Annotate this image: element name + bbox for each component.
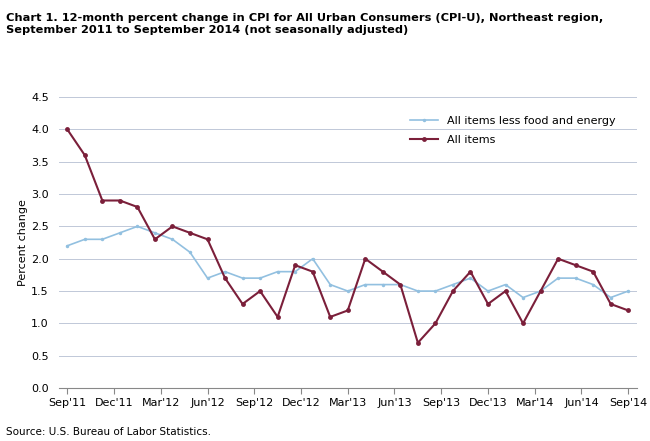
All items	[625, 308, 632, 313]
All items less food and energy	[414, 288, 422, 294]
All items	[186, 230, 194, 235]
All items	[274, 314, 281, 320]
All items	[221, 276, 229, 281]
All items less food and energy	[607, 295, 615, 300]
All items less food and energy	[467, 276, 474, 281]
All items	[133, 204, 141, 209]
All items less food and energy	[81, 237, 88, 242]
All items	[519, 321, 527, 326]
Line: All items less food and energy: All items less food and energy	[66, 224, 630, 299]
All items	[63, 127, 71, 132]
Legend: All items less food and energy, All items: All items less food and energy, All item…	[406, 111, 620, 149]
All items	[432, 321, 439, 326]
All items less food and energy	[221, 269, 229, 274]
All items less food and energy	[309, 256, 317, 262]
All items less food and energy	[344, 288, 352, 294]
All items	[467, 269, 474, 274]
All items less food and energy	[133, 224, 141, 229]
All items less food and energy	[554, 276, 562, 281]
All items less food and energy	[168, 237, 176, 242]
All items less food and energy	[379, 282, 387, 287]
All items less food and energy	[326, 282, 334, 287]
All items	[414, 340, 422, 345]
All items less food and energy	[186, 250, 194, 255]
All items less food and energy	[590, 282, 597, 287]
All items less food and energy	[519, 295, 527, 300]
All items less food and energy	[484, 288, 492, 294]
All items	[484, 301, 492, 306]
All items	[291, 262, 299, 268]
All items less food and energy	[572, 276, 580, 281]
All items	[502, 288, 510, 294]
All items	[449, 288, 457, 294]
All items less food and energy	[151, 230, 159, 235]
All items	[361, 256, 369, 262]
All items less food and energy	[625, 288, 632, 294]
All items	[239, 301, 246, 306]
All items	[151, 237, 159, 242]
All items less food and energy	[239, 276, 246, 281]
All items	[396, 282, 404, 287]
All items less food and energy	[98, 237, 106, 242]
All items	[203, 237, 211, 242]
All items	[256, 288, 264, 294]
Line: All items: All items	[65, 127, 630, 345]
All items	[98, 198, 106, 203]
All items less food and energy	[116, 230, 124, 235]
All items	[326, 314, 334, 320]
All items less food and energy	[432, 288, 439, 294]
All items	[116, 198, 124, 203]
All items less food and energy	[361, 282, 369, 287]
All items less food and energy	[502, 282, 510, 287]
All items	[81, 153, 88, 158]
All items	[379, 269, 387, 274]
Text: Chart 1. 12-month percent change in CPI for All Urban Consumers (CPI-U), Northea: Chart 1. 12-month percent change in CPI …	[6, 13, 604, 35]
All items	[309, 269, 317, 274]
All items	[590, 269, 597, 274]
All items	[168, 224, 176, 229]
All items less food and energy	[449, 282, 457, 287]
All items	[572, 262, 580, 268]
All items less food and energy	[396, 282, 404, 287]
All items	[607, 301, 615, 306]
All items	[554, 256, 562, 262]
All items	[537, 288, 545, 294]
Text: Source: U.S. Bureau of Labor Statistics.: Source: U.S. Bureau of Labor Statistics.	[6, 426, 211, 437]
All items less food and energy	[256, 276, 264, 281]
All items less food and energy	[537, 288, 545, 294]
All items less food and energy	[63, 243, 71, 248]
All items	[344, 308, 352, 313]
All items less food and energy	[203, 276, 211, 281]
All items less food and energy	[274, 269, 281, 274]
All items less food and energy	[291, 269, 299, 274]
Y-axis label: Percent change: Percent change	[18, 199, 28, 286]
